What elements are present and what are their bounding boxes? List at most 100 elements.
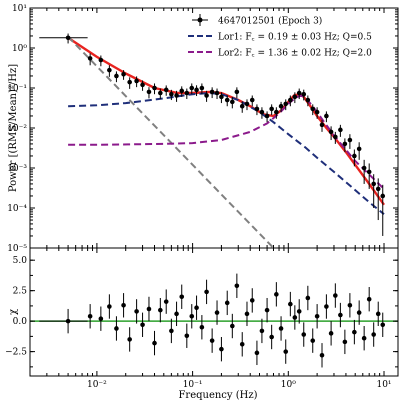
data-point bbox=[319, 122, 325, 128]
residual-point bbox=[98, 316, 104, 322]
y-tick-label: 10⁻⁴ bbox=[7, 204, 27, 214]
data-point bbox=[158, 90, 163, 96]
residual-point bbox=[342, 339, 348, 345]
legend: 4647012501 (Epoch 3) Lor1: F꜀ = 0.19 ± 0.… bbox=[188, 14, 372, 59]
residual-point bbox=[338, 312, 343, 318]
residual-point bbox=[347, 302, 353, 308]
residual-panel-frame bbox=[29, 247, 399, 377]
x-tick-label: 10¹ bbox=[376, 380, 391, 390]
data-point bbox=[127, 79, 132, 85]
residual-point bbox=[65, 318, 71, 324]
residual-point bbox=[319, 352, 325, 358]
data-point bbox=[87, 56, 93, 61]
y-axis-label-chi: χ bbox=[8, 309, 19, 315]
residual-point bbox=[249, 298, 255, 303]
residual-point bbox=[380, 322, 386, 328]
residual-point bbox=[114, 326, 119, 331]
legend-label: Lor2: F꜀ = 1.36 ± 0.02 Hz; Q=2.0 bbox=[218, 49, 372, 59]
residual-point bbox=[199, 324, 205, 330]
residual-point bbox=[264, 307, 270, 313]
residual-point bbox=[140, 322, 145, 328]
residual-point bbox=[375, 311, 381, 317]
data-point bbox=[184, 90, 190, 96]
x-tick-label: 10⁰ bbox=[281, 380, 296, 390]
residual-point bbox=[283, 349, 289, 354]
data-point bbox=[269, 106, 274, 112]
data-point bbox=[259, 109, 265, 115]
data-point bbox=[254, 106, 260, 112]
data-point bbox=[333, 134, 338, 140]
x-tick-label: 10⁻¹ bbox=[183, 380, 203, 390]
residual-plot-area bbox=[30, 273, 398, 368]
model-curve-total-model bbox=[67, 36, 385, 206]
data-point bbox=[179, 88, 185, 94]
y-tick-label: 10⁻² bbox=[7, 124, 27, 134]
data-point bbox=[244, 101, 250, 107]
residual-point bbox=[158, 307, 163, 313]
legend-label: 4647012501 (Epoch 3) bbox=[218, 16, 322, 27]
data-point bbox=[356, 146, 362, 152]
model-curve-power-law-component bbox=[67, 36, 275, 248]
data-point bbox=[292, 94, 298, 100]
residual-point bbox=[214, 310, 220, 315]
residual-point bbox=[371, 332, 376, 337]
residual-point bbox=[234, 283, 240, 289]
residual-point bbox=[184, 333, 190, 339]
residual-point bbox=[121, 302, 126, 308]
data-point bbox=[219, 94, 224, 100]
data-point bbox=[328, 129, 334, 135]
data-point bbox=[324, 113, 329, 119]
data-point bbox=[310, 106, 316, 112]
residual-point bbox=[301, 332, 307, 337]
residual-point bbox=[194, 305, 199, 311]
y-tick-label: 5.0 bbox=[13, 256, 28, 266]
residual-point bbox=[361, 335, 367, 341]
residual-point bbox=[269, 334, 274, 340]
data-point bbox=[152, 85, 157, 91]
data-point bbox=[278, 103, 284, 109]
data-point bbox=[366, 169, 372, 175]
residual-point bbox=[174, 311, 179, 317]
data-point bbox=[301, 91, 307, 97]
data-point bbox=[264, 113, 270, 119]
residual-point bbox=[305, 295, 311, 301]
model-curve-lor2 bbox=[68, 94, 385, 190]
data-point bbox=[352, 153, 357, 159]
residual-point bbox=[310, 338, 316, 343]
data-point bbox=[230, 99, 235, 105]
residual-point bbox=[324, 304, 329, 309]
data-point bbox=[274, 109, 279, 115]
data-point bbox=[249, 97, 255, 103]
y-tick-label: −2.5 bbox=[5, 348, 27, 358]
legend-label: Lor1: F꜀ = 0.19 ± 0.03 Hz; Q=0.5 bbox=[218, 33, 372, 43]
y-tick-label: 10⁻⁵ bbox=[7, 244, 27, 254]
data-point bbox=[283, 101, 289, 107]
data-point bbox=[234, 89, 240, 95]
residual-point bbox=[296, 309, 302, 314]
data-point bbox=[375, 186, 381, 192]
data-point bbox=[305, 97, 311, 103]
data-point bbox=[189, 85, 195, 91]
data-point bbox=[224, 97, 230, 103]
residual-point bbox=[163, 299, 169, 304]
residual-point bbox=[87, 313, 93, 319]
y-tick-label: 10¹ bbox=[12, 4, 27, 14]
residual-point bbox=[314, 313, 320, 319]
data-point bbox=[361, 165, 367, 171]
residual-point bbox=[274, 292, 279, 297]
residual-point bbox=[328, 331, 334, 336]
model-curve-lor1 bbox=[68, 91, 385, 215]
data-point bbox=[296, 90, 302, 96]
data-point bbox=[163, 87, 169, 93]
data-point bbox=[169, 91, 174, 97]
residual-point bbox=[146, 306, 152, 312]
data-point bbox=[140, 82, 145, 88]
residual-point bbox=[169, 328, 174, 334]
residual-point bbox=[366, 296, 372, 302]
x-tick-label: 10⁻² bbox=[87, 380, 107, 390]
legend-marker bbox=[197, 17, 203, 23]
residual-point bbox=[127, 337, 132, 342]
data-point bbox=[114, 73, 119, 79]
residual-point bbox=[352, 329, 357, 335]
